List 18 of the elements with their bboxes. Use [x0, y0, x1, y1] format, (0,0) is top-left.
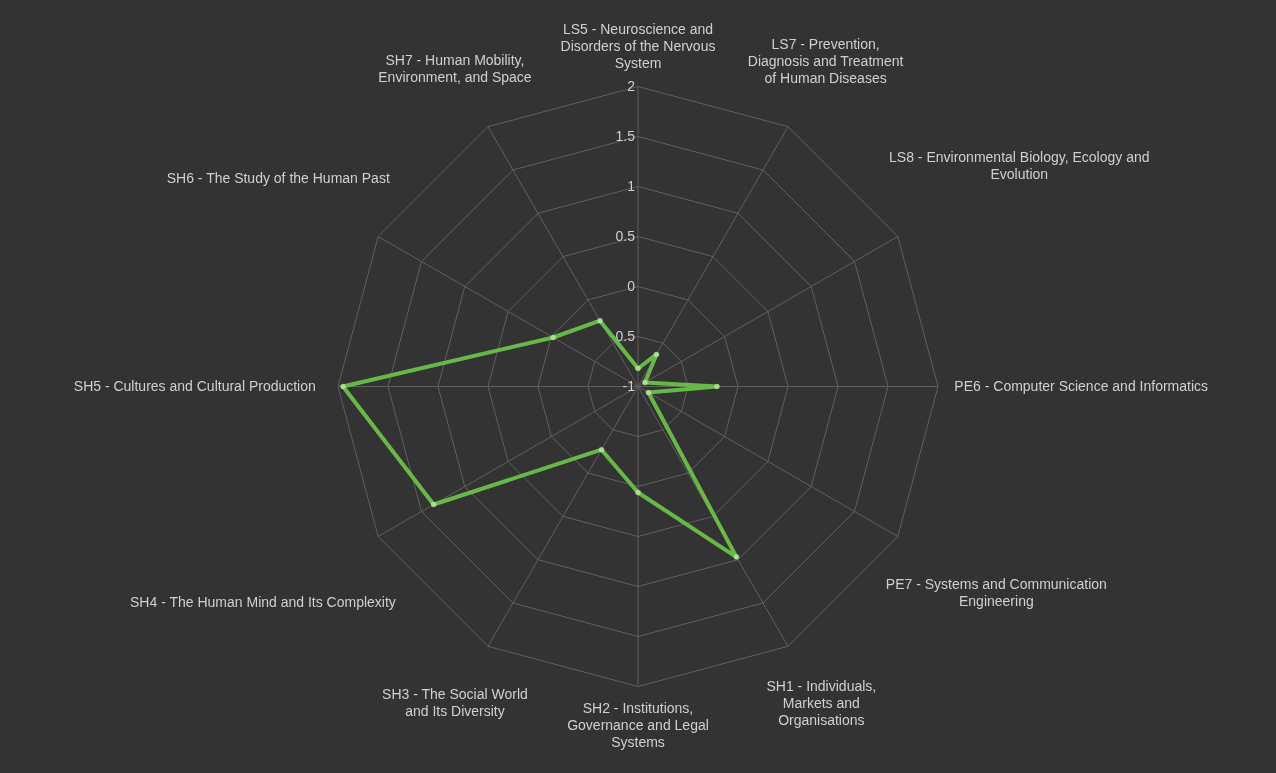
- spoke-label: PE6 - Computer Science and Informatics: [954, 377, 1209, 394]
- y-tick-label: 0.5: [615, 227, 636, 244]
- y-tick-label: 1: [627, 177, 636, 194]
- spoke-label: LS8 - Environmental Biology, Ecology and Evolution: [889, 148, 1150, 182]
- spoke-label: SH7 - Human Mobility, Environment, and Space: [378, 51, 532, 85]
- spoke-label: LS7 - Prevention, Diagnosis and Treatment of Human Diseases: [747, 35, 904, 86]
- spoke-label: SH4 - The Human Mind and Its Complexity: [130, 594, 396, 611]
- spoke-label: SH1 - Individuals, Markets and Organisations: [766, 678, 877, 729]
- spoke-label: LS5 - Neuroscience and Disorders of the Nervous System: [560, 21, 716, 71]
- y-tick-label: 1.5: [615, 127, 636, 144]
- spoke-label: SH3 - The Social World and Its Diversity: [382, 686, 528, 720]
- spoke-label: SH5 - Cultures and Cultural Production: [73, 377, 316, 394]
- y-tick-label: -1: [622, 377, 636, 394]
- spoke-label: SH2 - Institutions, Governance and Legal Systems: [567, 700, 709, 750]
- y-tick-label: 0: [627, 277, 636, 294]
- spoke-label: PE7 - Systems and Communication Engineering: [885, 575, 1107, 609]
- y-tick-label: 2: [627, 77, 636, 94]
- spoke-label: SH6 - The Study of the Human Past: [166, 169, 390, 186]
